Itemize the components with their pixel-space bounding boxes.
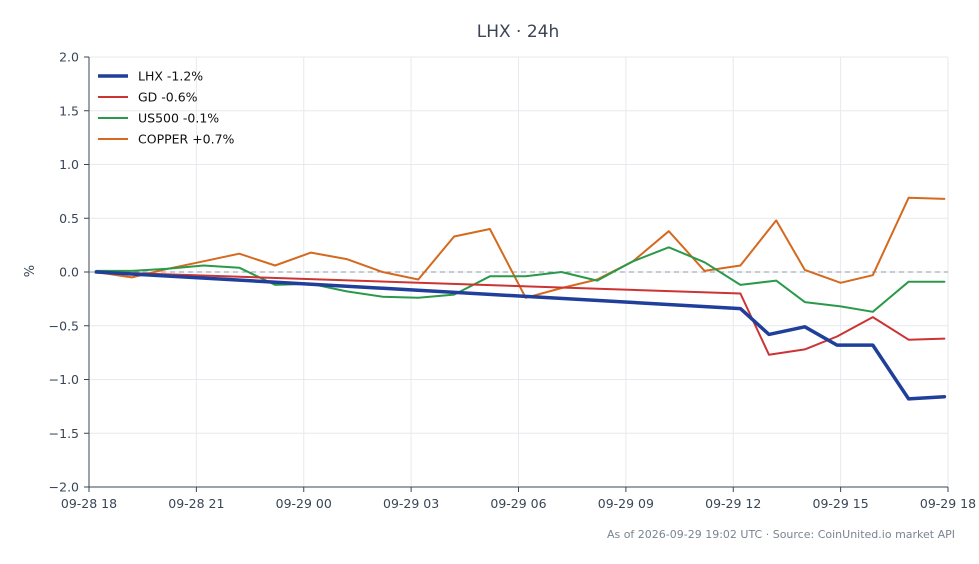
x-tick-label: 09-29 00 [276, 496, 332, 511]
y-axis-label: % [23, 265, 38, 277]
y-tick-label: 1.5 [59, 103, 79, 118]
x-tick-label: 09-28 21 [168, 496, 224, 511]
x-tick-label: 09-29 12 [705, 496, 761, 511]
x-tick-label: 09-28 18 [61, 496, 117, 511]
legend: LHX -1.2% GD -0.6% US500 -0.1% COPPER +0.7% [98, 69, 235, 147]
y-tick-label: −1.0 [49, 372, 79, 387]
x-tick-label: 09-29 18 [920, 496, 976, 511]
y-tick-label: −0.5 [49, 318, 79, 333]
axes [84, 56, 949, 492]
y-tick-label: −1.5 [49, 426, 79, 441]
footer-source: As of 2026-09-29 19:02 UTC · Source: Coi… [607, 528, 955, 541]
chart-title: LHX · 24h [477, 22, 560, 42]
y-tick-label: 1.0 [59, 157, 79, 172]
y-tick-label: 2.0 [59, 50, 79, 65]
x-tick-label: 09-29 06 [490, 496, 546, 511]
legend-label: GD -0.6% [138, 90, 198, 105]
x-tick-label: 09-29 03 [383, 496, 439, 511]
series-line-1 [94, 270, 947, 401]
x-tick-label: 09-29 15 [813, 496, 869, 511]
series-layer [94, 196, 947, 401]
y-tick-label: 0.0 [59, 265, 79, 280]
y-tick-label: 0.5 [59, 211, 79, 226]
series-line-3 [95, 246, 946, 313]
series-line-2 [95, 271, 946, 356]
tick-labels: −2.0 −1.5 −1.0 −0.5 0.0 0.5 1.0 1.5 2.0 09-28 18 0… [49, 50, 977, 512]
y-tick-label: −2.0 [49, 480, 79, 495]
legend-label: US500 -0.1% [138, 111, 219, 126]
legend-label: LHX -1.2% [138, 69, 203, 84]
x-tick-label: 09-29 09 [598, 496, 654, 511]
legend-label: COPPER +0.7% [138, 132, 235, 147]
